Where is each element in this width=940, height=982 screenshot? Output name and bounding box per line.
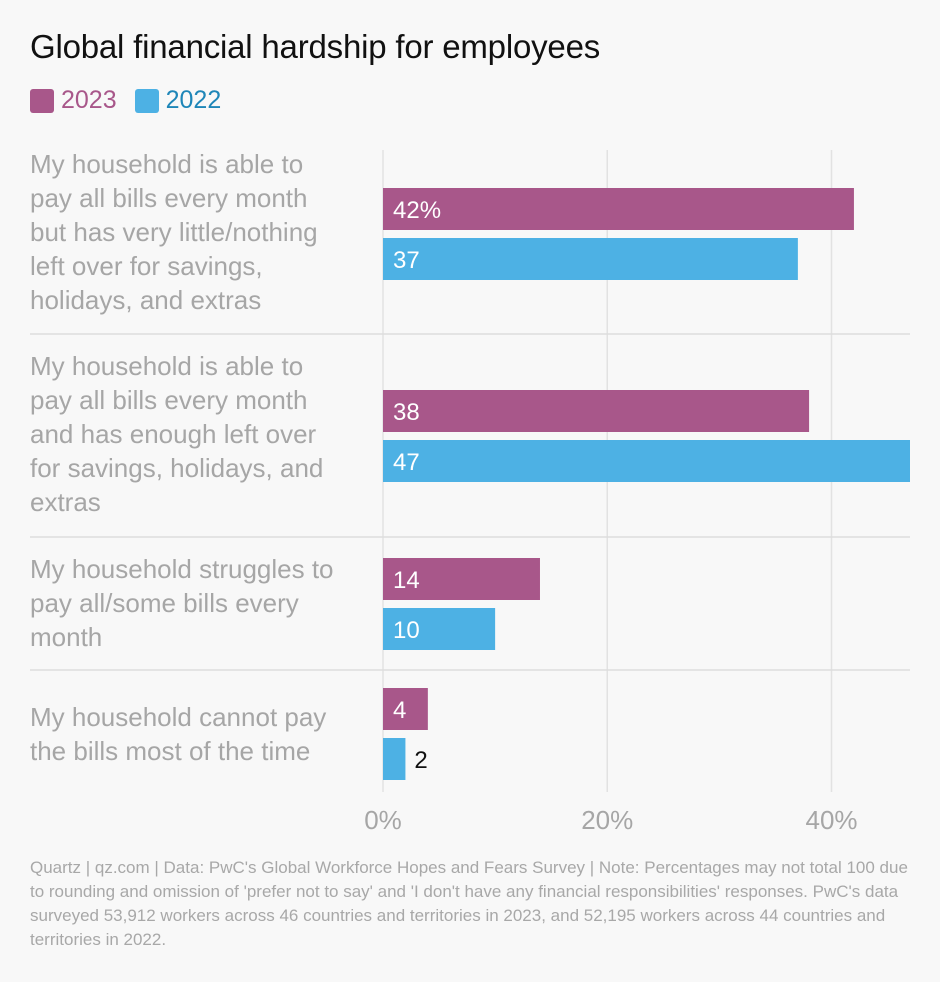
value-label-2022-1: 37	[393, 247, 420, 274]
x-tick-label-40: 40%	[805, 805, 857, 835]
bar-2022-2	[383, 440, 910, 482]
category-label-1-line-1: My household is able to	[30, 149, 303, 179]
category-label-3-line-3: month	[30, 622, 102, 652]
bar-2022-4	[383, 738, 406, 780]
value-label-2022-4: 2	[414, 747, 427, 774]
legend: 2023 2022	[30, 86, 221, 115]
bar-2022-1	[383, 238, 798, 280]
legend-item-2022: 2022	[134, 86, 222, 115]
category-label-3-line-2: pay all/some bills every	[30, 588, 299, 618]
x-tick-label-0: 0%	[364, 805, 402, 835]
category-label-2-line-4: for savings, holidays, and	[30, 453, 323, 483]
category-label-1-line-3: but has very little/nothing	[30, 217, 318, 247]
bar-2023-2	[383, 390, 810, 432]
bar-2023-3	[383, 558, 540, 600]
category-label-2-line-3: and has enough left over	[30, 419, 317, 449]
legend-swatch-2023	[30, 88, 54, 113]
legend-swatch-2022	[134, 88, 159, 113]
category-label-4-line-1: My household cannot pay	[30, 702, 326, 732]
chart-title: Global financial hardship for employees	[30, 28, 601, 65]
category-label-2-line-1: My household is able to	[30, 351, 303, 381]
x-tick-label-20: 20%	[581, 805, 633, 835]
value-label-2023-3: 14	[393, 567, 420, 594]
legend-label-2023: 2023	[61, 86, 117, 114]
bar-2022-3	[383, 608, 496, 650]
category-label-1-line-2: pay all bills every month	[30, 183, 307, 213]
category-label-1-line-4: left over for savings,	[30, 251, 263, 281]
category-label-4-line-2: the bills most of the time	[30, 736, 310, 766]
category-label-2-line-5: extras	[30, 487, 101, 517]
bar-chart: My household is able to pay all bills eve…	[30, 149, 910, 835]
value-label-2022-3: 10	[393, 617, 420, 644]
category-label-2-line-2: pay all bills every month	[30, 385, 307, 415]
value-label-2022-2: 47	[393, 449, 420, 476]
bar-2023-1	[383, 188, 854, 230]
legend-item-2023: 2023	[30, 86, 117, 115]
category-label-3-line-1: My household struggles to	[30, 554, 334, 584]
value-label-2023-1: 42%	[393, 197, 441, 224]
value-label-2023-2: 38	[393, 399, 420, 426]
legend-label-2022: 2022	[165, 86, 222, 114]
bar-2023-4	[383, 688, 428, 730]
footnote: Quartz | qz.com | Data: PwC's Global Wor…	[30, 858, 908, 949]
category-label-1-line-5: holidays, and extras	[30, 285, 261, 315]
value-label-2023-4: 4	[393, 697, 406, 724]
